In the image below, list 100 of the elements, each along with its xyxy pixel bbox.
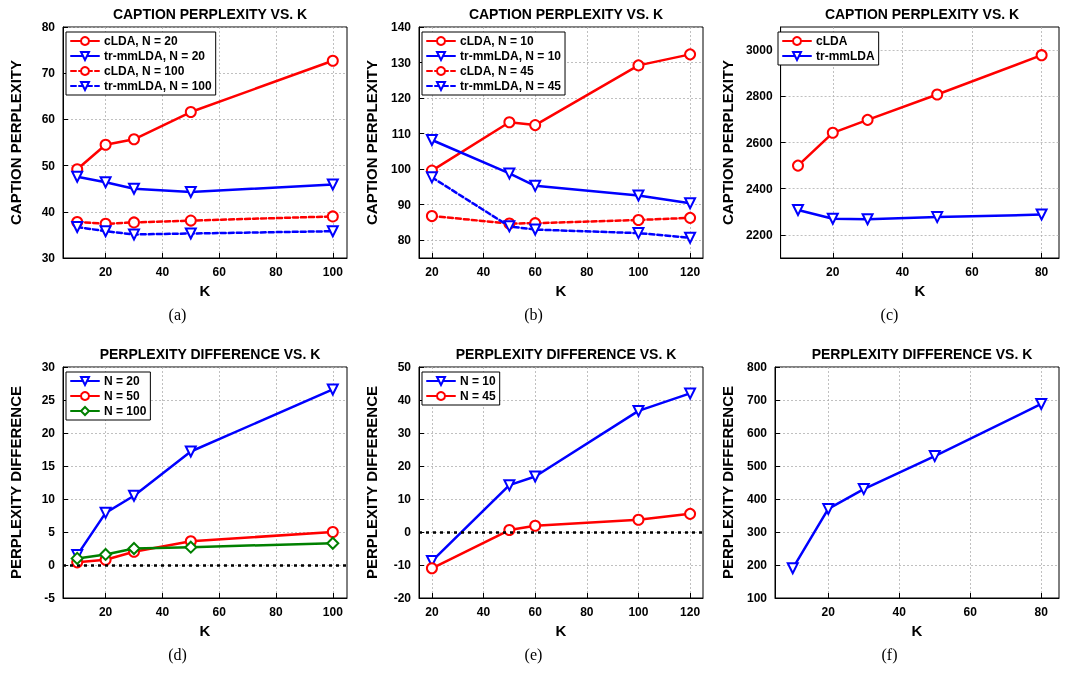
y-tick-label: 70 — [41, 66, 56, 81]
x-axis-title: K — [911, 621, 923, 639]
legend-label: tr-mmLDA, N = 20 — [104, 49, 206, 63]
chart-title: CAPTION PERPLEXITY VS. K — [112, 6, 308, 22]
legend-label: cLDA, N = 10 — [460, 34, 535, 48]
x-tick-label: 60 — [212, 605, 227, 619]
y-tick-label: 80 — [41, 20, 56, 34]
y-tick-label: 0 — [404, 525, 412, 539]
legend-label: N = 50 — [104, 389, 141, 403]
x-tick-label: 80 — [269, 265, 283, 279]
x-tick-label: 60 — [963, 605, 978, 619]
y-tick-label: 2200 — [745, 227, 773, 242]
x-tick-label: 120 — [680, 605, 701, 619]
y-tick-label: 10 — [41, 492, 56, 506]
y-tick-label: 700 — [746, 393, 768, 407]
text: (d) — [168, 645, 187, 664]
x-axis-title: K — [914, 281, 926, 299]
x-tick-label: 20 — [425, 605, 439, 619]
chart-title: PERPLEXITY DIFFERENCE VS. K — [99, 346, 321, 362]
x-tick-label: 80 — [580, 605, 594, 619]
x-tick-label: 60 — [965, 265, 979, 279]
x-tick-label: 80 — [580, 265, 594, 279]
y-tick-label: 120 — [390, 91, 412, 106]
text: (c) — [880, 305, 899, 324]
legend-label: tr-mmLDA, N = 100 — [104, 79, 213, 93]
x-tick-label: 60 — [528, 605, 543, 619]
y-tick-label: 3000 — [745, 43, 773, 58]
chart-title: PERPLEXITY DIFFERENCE VS. K — [455, 346, 677, 362]
y-tick-label: 30 — [41, 251, 56, 265]
y-tick-label: 400 — [746, 492, 768, 506]
y-tick-label: 15 — [41, 459, 56, 473]
y-tick-label: 2600 — [745, 135, 773, 150]
text: (b) — [524, 305, 543, 324]
legend-label: N = 10 — [460, 374, 497, 388]
x-tick-label: 100 — [628, 605, 649, 619]
legend-label: cLDA, N = 100 — [104, 64, 185, 78]
legend-label: cLDA — [816, 34, 848, 48]
y-tick-label: -10 — [393, 558, 412, 572]
x-tick-label: 60 — [528, 265, 543, 279]
chart-title: CAPTION PERPLEXITY VS. K — [468, 6, 664, 22]
y-tick-label: 50 — [41, 158, 56, 173]
x-tick-label: 80 — [1034, 265, 1049, 279]
x-tick-label: 40 — [155, 605, 170, 619]
y-tick-label: 90 — [397, 197, 412, 212]
legend-label: tr-mmLDA, N = 10 — [460, 49, 562, 63]
y-tick-label: 140 — [390, 20, 412, 34]
x-tick-label: 20 — [826, 265, 840, 279]
y-tick-label: 200 — [746, 558, 768, 572]
y-tick-label: 40 — [41, 204, 56, 219]
y-tick-label: -20 — [393, 591, 412, 605]
y-tick-label: 0 — [48, 558, 56, 572]
y-axis-title: CAPTION PERPLEXITY — [719, 59, 736, 226]
y-tick-label: 20 — [397, 459, 412, 473]
x-tick-label: 100 — [322, 265, 344, 279]
x-tick-label: 20 — [425, 265, 439, 279]
y-tick-label: 30 — [41, 360, 56, 374]
legend-label: tr-mmLDA — [816, 49, 875, 63]
x-tick-label: 20 — [98, 605, 113, 619]
y-tick-label: 800 — [746, 360, 768, 374]
text: (e) — [524, 645, 543, 664]
y-tick-label: 10 — [397, 492, 412, 506]
chart-title: CAPTION PERPLEXITY VS. K — [824, 6, 1020, 22]
legend-label: cLDA, N = 20 — [104, 34, 179, 48]
y-tick-label: 600 — [746, 426, 768, 440]
y-axis-title: PERPLEXITY DIFFERENCE — [363, 385, 380, 580]
x-tick-label: 40 — [155, 265, 170, 279]
y-tick-label: 300 — [746, 525, 768, 539]
x-tick-label: 20 — [821, 605, 836, 619]
y-tick-label: 80 — [397, 233, 412, 248]
x-tick-label: 80 — [269, 605, 283, 619]
x-tick-label: 120 — [680, 265, 701, 279]
legend-label: N = 20 — [104, 374, 141, 388]
y-tick-label: 20 — [41, 426, 56, 440]
chart-title: PERPLEXITY DIFFERENCE VS. K — [811, 346, 1033, 362]
x-tick-label: 40 — [476, 265, 491, 279]
legend-label: N = 100 — [104, 404, 147, 418]
y-tick-label: 130 — [390, 55, 412, 70]
x-tick-label: 60 — [212, 265, 227, 279]
x-tick-label: 40 — [892, 605, 907, 619]
text: (f) — [881, 645, 898, 664]
y-axis-title: PERPLEXITY DIFFERENCE — [7, 385, 24, 580]
x-axis-title: K — [199, 621, 211, 639]
y-tick-label: 100 — [746, 591, 768, 605]
x-tick-label: 80 — [1034, 605, 1049, 619]
legend-label: N = 45 — [460, 389, 497, 403]
y-tick-label: 50 — [397, 360, 412, 374]
legend-label: tr-mmLDA, N = 45 — [460, 79, 562, 93]
x-tick-label: 100 — [628, 265, 649, 279]
y-axis-title: PERPLEXITY DIFFERENCE — [719, 385, 736, 580]
y-tick-label: 40 — [397, 393, 412, 407]
x-axis-title: K — [555, 621, 567, 639]
y-tick-label: 500 — [746, 459, 768, 473]
y-tick-label: -5 — [44, 591, 56, 605]
legend-label: cLDA, N = 45 — [460, 64, 535, 78]
y-tick-label: 110 — [391, 126, 412, 141]
y-tick-label: 100 — [390, 162, 412, 177]
y-tick-label: 60 — [41, 112, 56, 127]
x-tick-label: 40 — [895, 265, 910, 279]
x-axis-title: K — [555, 281, 567, 299]
text: (a) — [168, 305, 187, 324]
